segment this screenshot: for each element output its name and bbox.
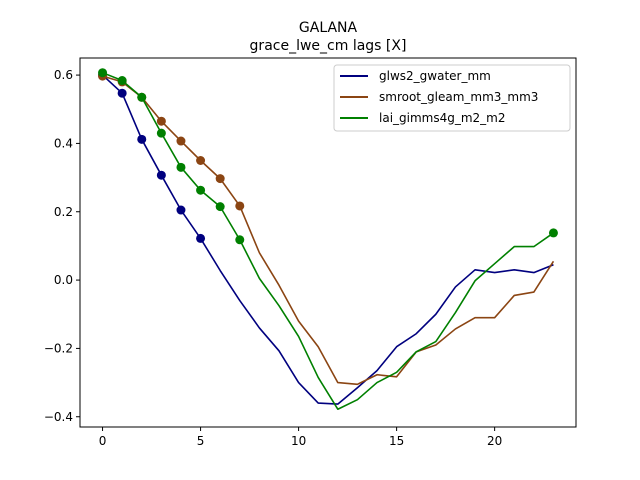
- legend-box: [333, 64, 571, 132]
- plot-frame: [79, 57, 577, 428]
- data-point: [156, 170, 166, 180]
- chart-title: GALANA: [299, 20, 358, 36]
- data-point: [176, 136, 186, 146]
- data-point: [196, 185, 206, 195]
- series-lai_gimms4g_m2_m2: [98, 68, 558, 411]
- data-point: [176, 205, 186, 215]
- data-point: [137, 92, 147, 102]
- data-point: [176, 162, 186, 172]
- legend-label: smroot_gleam_mm3_mm3: [379, 90, 538, 104]
- data-point: [156, 116, 166, 126]
- data-point: [156, 128, 166, 138]
- x-tick-label: 0: [99, 434, 107, 448]
- data-point: [137, 134, 147, 144]
- series-layer: [98, 68, 558, 411]
- chart-subtitle: grace_lwe_cm lags [X]: [250, 38, 407, 54]
- y-tick-label: 0.0: [54, 273, 73, 287]
- legend-label: lai_gimms4g_m2_m2: [379, 111, 506, 125]
- y-tick-label: 0.2: [54, 205, 73, 219]
- data-point: [117, 76, 127, 86]
- data-point: [98, 68, 108, 78]
- series-line: [102, 71, 554, 411]
- data-point: [235, 235, 245, 245]
- axis-layer: 0 5 10 15 20 −0.4 −0.2 0.0 0.2 0.4 0.6: [44, 68, 502, 448]
- data-point: [117, 88, 127, 98]
- data-point: [548, 228, 558, 238]
- x-tick-label: 20: [487, 434, 502, 448]
- x-tick-label: 5: [197, 434, 205, 448]
- data-point: [235, 201, 245, 211]
- y-tick-label: −0.4: [44, 410, 73, 424]
- legend-label: glws2_gwater_mm: [379, 69, 491, 83]
- data-point: [196, 156, 206, 165]
- series-line: [102, 75, 555, 386]
- y-tick-label: 0.4: [54, 136, 73, 150]
- legend: glws2_gwater_mm smroot_gleam_mm3_mm3 lai_g…: [333, 64, 571, 132]
- x-tick-label: 10: [291, 434, 306, 448]
- data-point: [215, 202, 225, 212]
- series-line: [102, 74, 554, 405]
- data-point: [196, 233, 206, 243]
- y-tick-label: −0.2: [44, 341, 73, 355]
- data-point: [215, 174, 225, 184]
- x-tick-label: 15: [389, 434, 404, 448]
- y-tick-label: 0.6: [54, 68, 73, 82]
